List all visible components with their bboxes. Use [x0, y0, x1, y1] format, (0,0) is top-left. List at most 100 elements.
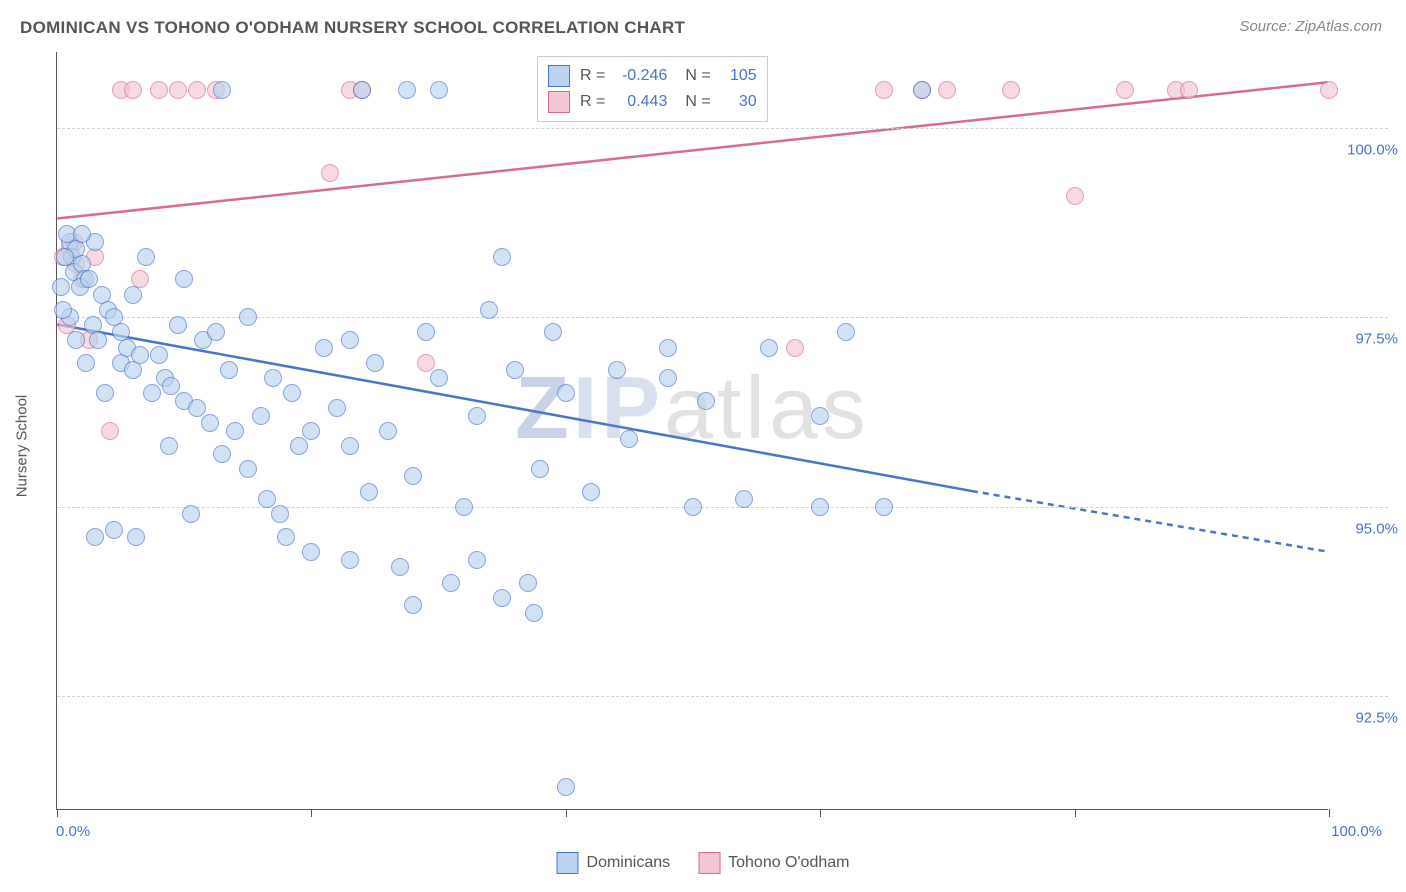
x-tick — [311, 809, 312, 817]
scatter-point — [1066, 187, 1084, 205]
scatter-point — [188, 399, 206, 417]
legend-swatch — [548, 91, 570, 113]
scatter-point — [531, 460, 549, 478]
chart-title: DOMINICAN VS TOHONO O'ODHAM NURSERY SCHO… — [20, 18, 685, 38]
scatter-point — [506, 361, 524, 379]
scatter-point — [302, 422, 320, 440]
scatter-point — [659, 369, 677, 387]
scatter-point — [608, 361, 626, 379]
scatter-point — [290, 437, 308, 455]
scatter-point — [875, 498, 893, 516]
scatter-point — [56, 248, 74, 266]
scatter-point — [175, 270, 193, 288]
scatter-point — [80, 270, 98, 288]
y-tick-label: 97.5% — [1338, 331, 1398, 348]
n-label: N = — [685, 67, 710, 85]
scatter-point — [277, 528, 295, 546]
scatter-point — [480, 301, 498, 319]
n-value: 105 — [721, 67, 757, 85]
scatter-point — [315, 339, 333, 357]
scatter-point — [150, 81, 168, 99]
scatter-point — [150, 346, 168, 364]
scatter-point — [391, 558, 409, 576]
scatter-point — [468, 407, 486, 425]
scatter-point — [321, 164, 339, 182]
scatter-point — [86, 528, 104, 546]
scatter-point — [1116, 81, 1134, 99]
scatter-point — [404, 596, 422, 614]
scatter-point — [582, 483, 600, 501]
scatter-point — [239, 460, 257, 478]
scatter-point — [417, 354, 435, 372]
r-value: 0.443 — [615, 93, 667, 111]
y-tick-label: 92.5% — [1338, 710, 1398, 727]
scatter-point — [875, 81, 893, 99]
legend: DominicansTohono O'odham — [557, 852, 850, 874]
scatter-point — [430, 369, 448, 387]
plot-area: ZIPatlas R =-0.246N =105R =0.443N =30 92… — [56, 52, 1328, 810]
legend-swatch — [698, 852, 720, 874]
correlation-stats-box: R =-0.246N =105R =0.443N =30 — [537, 56, 768, 122]
scatter-point — [201, 414, 219, 432]
scatter-point — [811, 498, 829, 516]
scatter-point — [557, 384, 575, 402]
scatter-point — [127, 528, 145, 546]
scatter-point — [328, 399, 346, 417]
scatter-point — [52, 278, 70, 296]
x-tick — [1329, 809, 1330, 817]
scatter-point — [258, 490, 276, 508]
legend-item: Dominicans — [557, 852, 671, 874]
legend-swatch — [548, 65, 570, 87]
scatter-point — [252, 407, 270, 425]
source-attribution: Source: ZipAtlas.com — [1239, 18, 1382, 35]
scatter-point — [283, 384, 301, 402]
scatter-point — [620, 430, 638, 448]
scatter-point — [442, 574, 460, 592]
scatter-point — [1180, 81, 1198, 99]
scatter-point — [302, 543, 320, 561]
scatter-point — [760, 339, 778, 357]
scatter-point — [264, 369, 282, 387]
r-value: -0.246 — [615, 67, 667, 85]
scatter-point — [468, 551, 486, 569]
x-tick — [566, 809, 567, 817]
x-tick-label: 0.0% — [56, 823, 90, 840]
scatter-point — [938, 81, 956, 99]
scatter-point — [137, 248, 155, 266]
scatter-point — [404, 467, 422, 485]
scatter-point — [341, 331, 359, 349]
y-tick-label: 95.0% — [1338, 520, 1398, 537]
r-label: R = — [580, 67, 605, 85]
scatter-point — [169, 316, 187, 334]
n-label: N = — [685, 93, 710, 111]
scatter-point — [207, 323, 225, 341]
scatter-point — [143, 384, 161, 402]
scatter-point — [519, 574, 537, 592]
scatter-point — [837, 323, 855, 341]
scatter-point — [455, 498, 473, 516]
scatter-point — [659, 339, 677, 357]
scatter-point — [379, 422, 397, 440]
scatter-point — [226, 422, 244, 440]
scatter-point — [684, 498, 702, 516]
scatter-point — [366, 354, 384, 372]
scatter-point — [162, 377, 180, 395]
scatter-point — [360, 483, 378, 501]
x-tick — [57, 809, 58, 817]
scatter-point — [160, 437, 178, 455]
y-tick-label: 100.0% — [1338, 141, 1398, 158]
stats-row: R = -0.246 N = 105 — [548, 63, 757, 89]
scatter-point — [239, 308, 257, 326]
r-label: R = — [580, 93, 605, 111]
scatter-point — [271, 505, 289, 523]
scatter-point — [101, 422, 119, 440]
scatter-point — [169, 81, 187, 99]
scatter-point — [786, 339, 804, 357]
scatter-point — [913, 81, 931, 99]
legend-swatch — [557, 852, 579, 874]
legend-label: Dominicans — [587, 854, 671, 872]
grid-line — [57, 696, 1388, 697]
scatter-point — [67, 331, 85, 349]
x-tick — [1075, 809, 1076, 817]
scatter-point — [131, 346, 149, 364]
